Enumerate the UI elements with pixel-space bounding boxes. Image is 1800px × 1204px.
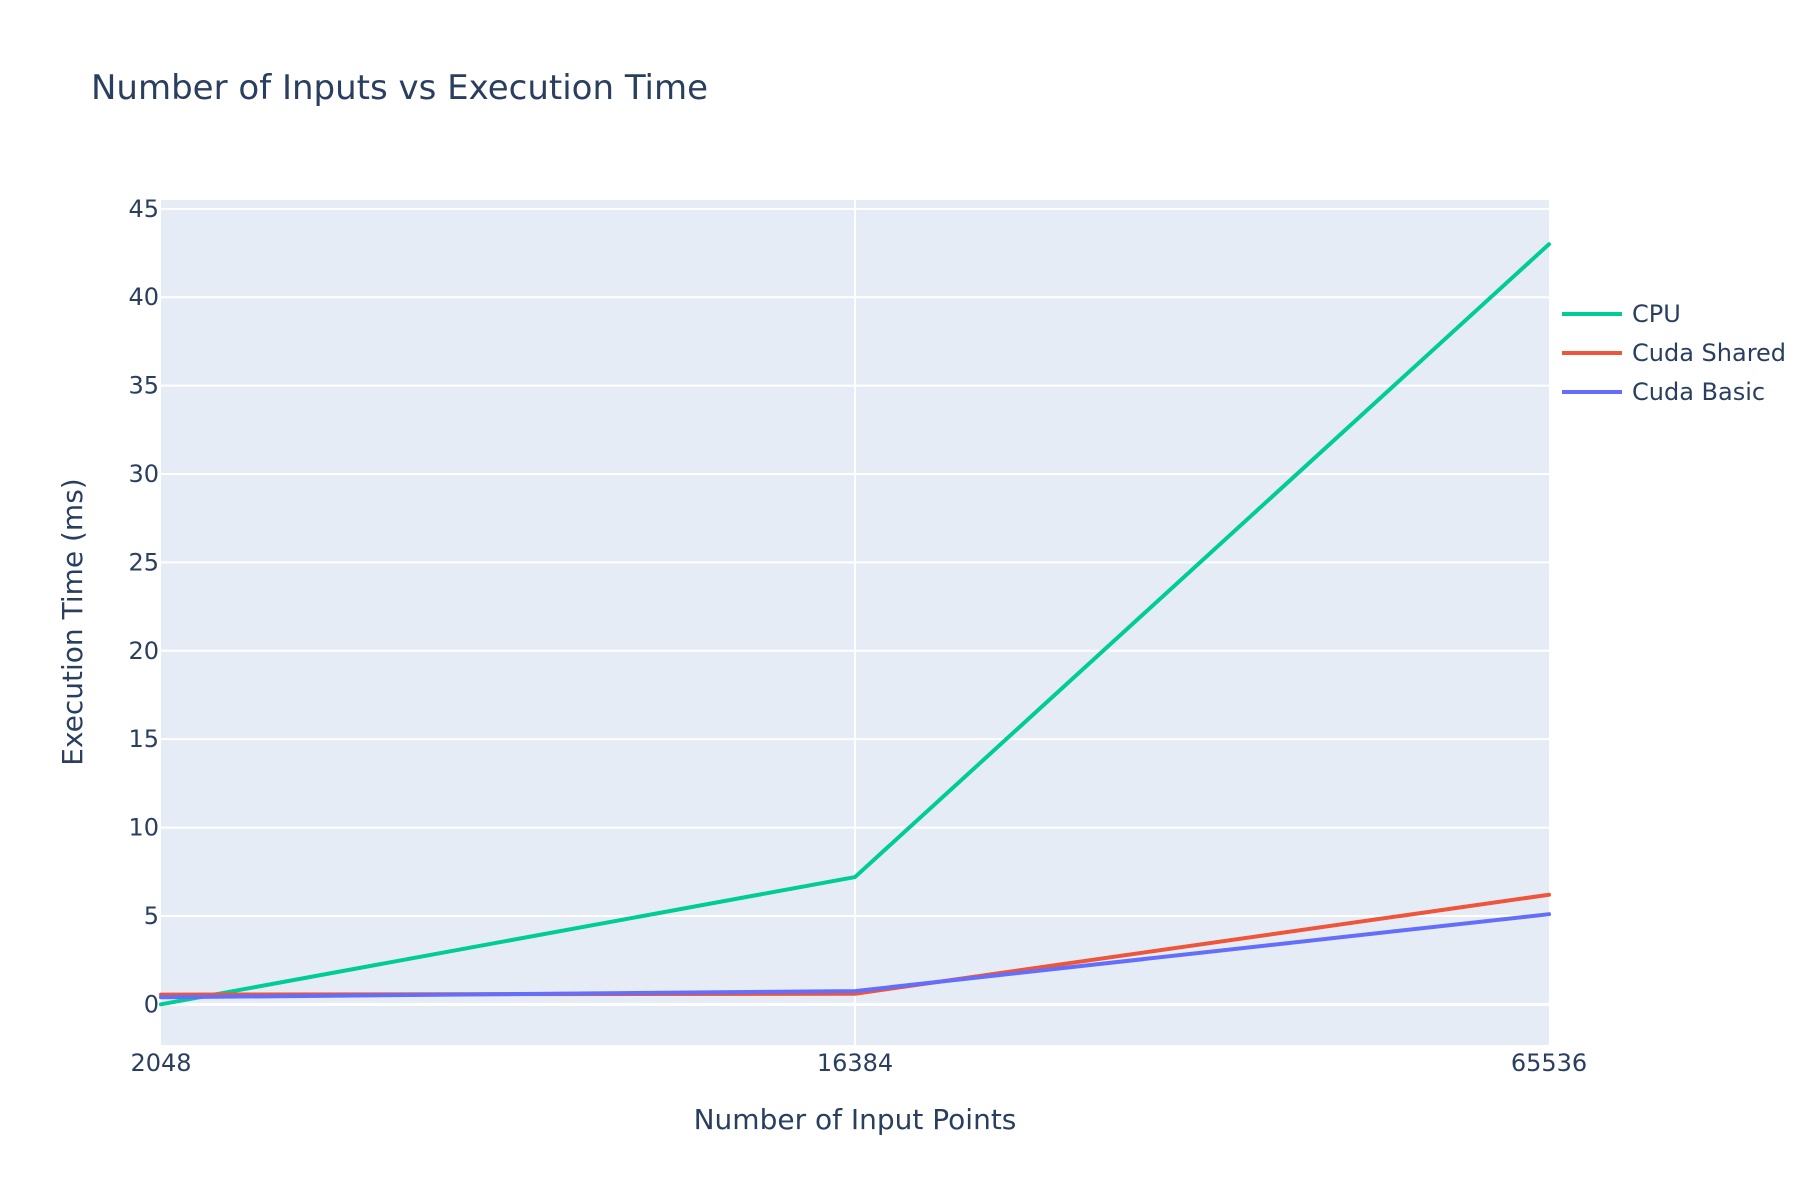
x-axis-label: Number of Input Points	[694, 1103, 1017, 1136]
chart-title: Number of Inputs vs Execution Time	[91, 68, 708, 108]
legend-label: Cuda Shared	[1632, 339, 1786, 367]
y-tick-label: 15	[128, 725, 159, 753]
y-tick-label: 25	[128, 548, 159, 576]
y-tick-label: 40	[128, 283, 159, 311]
legend[interactable]: CPU Cuda Shared Cuda Basic	[1562, 300, 1786, 406]
legend-label: Cuda Basic	[1632, 378, 1765, 406]
y-tick-label: 5	[144, 902, 159, 930]
series-lines	[159, 242, 1551, 1007]
y-axis-label: Execution Time (ms)	[56, 478, 89, 765]
y-tick-label: 20	[128, 637, 159, 665]
legend-item[interactable]: Cuda Basic	[1562, 378, 1765, 406]
y-tick-label: 10	[128, 814, 159, 842]
y-tick-label: 30	[128, 460, 159, 488]
y-axis-ticks: 0 5 10 15 20 25 30 35 40 45	[128, 195, 159, 1019]
y-tick-label: 0	[144, 990, 159, 1018]
grid-lines	[161, 200, 1549, 1045]
legend-item[interactable]: Cuda Shared	[1562, 339, 1786, 367]
legend-item[interactable]: CPU	[1562, 300, 1681, 328]
y-tick-label: 45	[128, 195, 159, 223]
legend-label: CPU	[1632, 300, 1681, 328]
series-line	[159, 242, 1551, 1007]
x-tick-label: 16384	[817, 1049, 893, 1077]
x-tick-label: 65536	[1511, 1049, 1587, 1077]
y-tick-label: 35	[128, 372, 159, 400]
x-axis-ticks: 2048 16384 65536	[130, 1049, 1587, 1077]
x-tick-label: 2048	[130, 1049, 191, 1077]
series-line	[159, 912, 1551, 1000]
